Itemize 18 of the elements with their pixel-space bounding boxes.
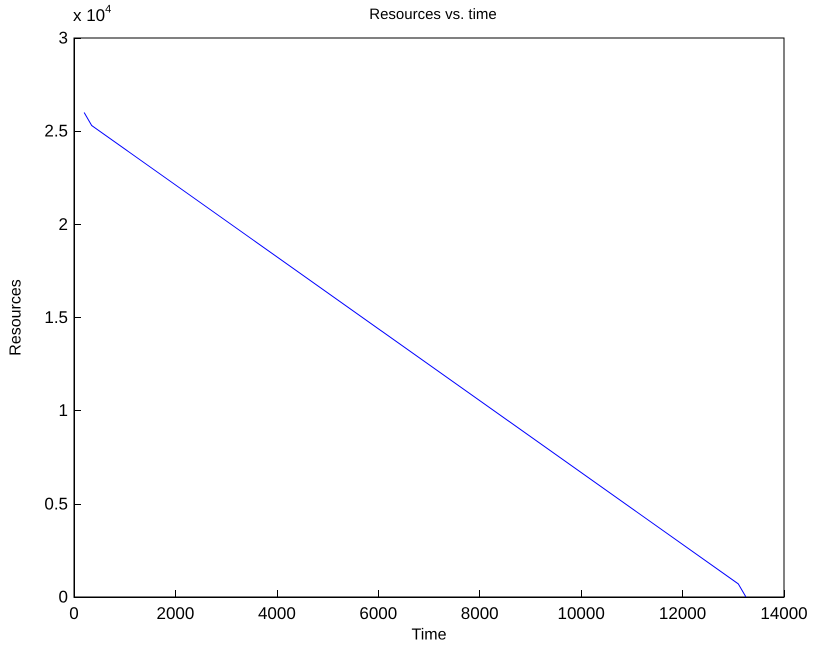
x-axis-title: Time bbox=[412, 626, 447, 644]
x-tick-label: 6000 bbox=[359, 604, 398, 623]
chart-title: Resources vs. time bbox=[369, 6, 497, 23]
x-tick-label: 10000 bbox=[558, 604, 605, 623]
x-tick-label: 2000 bbox=[156, 604, 194, 623]
y-tick-label: 2.5 bbox=[44, 122, 68, 141]
y-tick-label: 1.5 bbox=[44, 308, 68, 327]
x-tick-label: 14000 bbox=[760, 604, 808, 623]
y-tick-label: 1 bbox=[58, 401, 68, 420]
y-tick-label: 2 bbox=[58, 214, 68, 234]
y-tick-label: 0 bbox=[58, 588, 68, 606]
x-tick-label: 8000 bbox=[460, 604, 499, 623]
y-tick-label: 3 bbox=[58, 28, 68, 48]
line-series bbox=[84, 112, 746, 598]
y-axis-title: Resources bbox=[8, 279, 24, 356]
y-tick-label: 0.5 bbox=[44, 494, 68, 514]
x-tick-label: 12000 bbox=[658, 604, 706, 623]
x-tick-label: 4000 bbox=[258, 604, 296, 623]
